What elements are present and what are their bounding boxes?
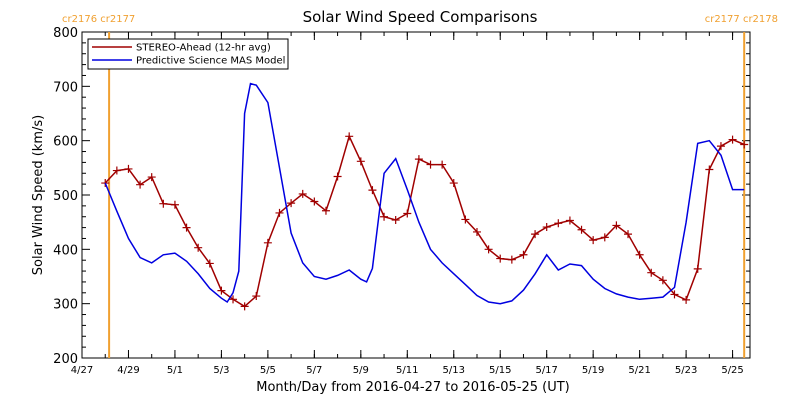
x-tick-label: 5/19 (582, 365, 604, 376)
data-point (403, 209, 412, 218)
data-point (368, 186, 377, 195)
y-tick-label: 400 (53, 243, 78, 258)
series-line-mas-model (104, 82, 745, 305)
x-tick-label: 4/29 (117, 365, 139, 376)
y-tick-label: 800 (53, 26, 78, 41)
data-point (461, 215, 470, 224)
plot-frame (81, 31, 751, 359)
x-tick-label: 5/23 (675, 365, 697, 376)
data-point (472, 227, 481, 236)
data-point (380, 212, 389, 221)
legend-box (87, 38, 289, 70)
x-tick-label: 4/27 (71, 365, 93, 376)
data-point (414, 155, 423, 164)
data-point (252, 292, 261, 301)
data-point (600, 233, 609, 242)
data-point (554, 219, 563, 228)
data-point (263, 238, 272, 247)
data-point (345, 132, 354, 141)
x-tick-label: 5/15 (489, 365, 511, 376)
data-point (136, 180, 145, 189)
data-point (670, 290, 679, 299)
data-point (716, 142, 725, 151)
data-point (682, 295, 691, 304)
x-axis-label: Month/Day from 2016-04-27 to 2016-05-25 … (256, 380, 569, 395)
data-point (589, 236, 598, 245)
data-point (438, 160, 447, 169)
legend-label: STEREO-Ahead (12-hr avg) (136, 43, 271, 54)
data-point (577, 225, 586, 234)
data-point (333, 172, 342, 181)
data-point (728, 135, 737, 144)
data-point (170, 200, 179, 209)
rotation-marker-label: cr2177 cr2178 (705, 14, 778, 25)
data-point (205, 259, 214, 268)
x-tick-label: 5/17 (535, 365, 557, 376)
rotation-markers: cr2176 cr2177 cr2177 cr2178 (62, 14, 778, 358)
data-point (356, 157, 365, 166)
data-point (194, 243, 203, 252)
axes: 200 300 400 500 600 700 800 4/27 4/29 5/1 5/3 5/5 5/… (53, 26, 751, 376)
data-point (519, 250, 528, 259)
data-point (159, 199, 168, 208)
data-point (705, 165, 714, 174)
data-point (624, 230, 633, 239)
y-tick-label: 700 (53, 80, 78, 95)
data-point (310, 197, 319, 206)
legend: STEREO-Ahead (12-hr avg) Predictive Scien… (87, 38, 289, 70)
data-point (449, 179, 458, 188)
x-tick-label: 5/5 (260, 365, 276, 376)
data-point (658, 276, 667, 285)
y-tick-label: 500 (53, 189, 78, 204)
data-point (565, 216, 574, 225)
chart-title: Solar Wind Speed Comparisons (303, 8, 538, 26)
series-layer (101, 82, 749, 311)
x-tick-label: 5/25 (721, 365, 743, 376)
data-point (635, 250, 644, 259)
data-point (496, 254, 505, 263)
data-point (147, 173, 156, 182)
data-point (531, 230, 540, 239)
data-point (229, 295, 238, 304)
data-point (484, 245, 493, 254)
data-point (298, 189, 307, 198)
data-point (426, 160, 435, 169)
x-tick-label: 5/7 (306, 365, 322, 376)
rotation-marker-label: cr2176 cr2177 (62, 14, 135, 25)
x-tick-label: 5/1 (167, 365, 183, 376)
data-point (182, 223, 191, 232)
y-axis-label: Solar Wind Speed (km/s) (31, 115, 46, 275)
data-point (217, 286, 226, 295)
data-point (240, 302, 249, 311)
series-line-stereo-ahead (104, 134, 745, 308)
data-point (321, 206, 330, 215)
x-tick-label: 5/9 (353, 365, 369, 376)
data-point (275, 208, 284, 217)
x-tick-label: 5/21 (628, 365, 650, 376)
y-tick-label: 300 (53, 298, 78, 313)
data-point (124, 164, 133, 173)
data-point (612, 221, 621, 230)
y-tick-label: 600 (53, 135, 78, 150)
data-point (287, 199, 296, 208)
legend-label: Predictive Science MAS Model (136, 56, 285, 67)
data-point (693, 264, 702, 273)
x-tick-label: 5/11 (396, 365, 418, 376)
data-point (112, 166, 121, 175)
x-tick-label: 5/3 (213, 365, 229, 376)
data-point (542, 223, 551, 232)
x-tick-label: 5/13 (443, 365, 465, 376)
y-tick-label: 200 (53, 352, 78, 367)
data-point (507, 255, 516, 264)
data-point (391, 215, 400, 224)
data-point (740, 140, 749, 149)
data-point (647, 268, 656, 277)
